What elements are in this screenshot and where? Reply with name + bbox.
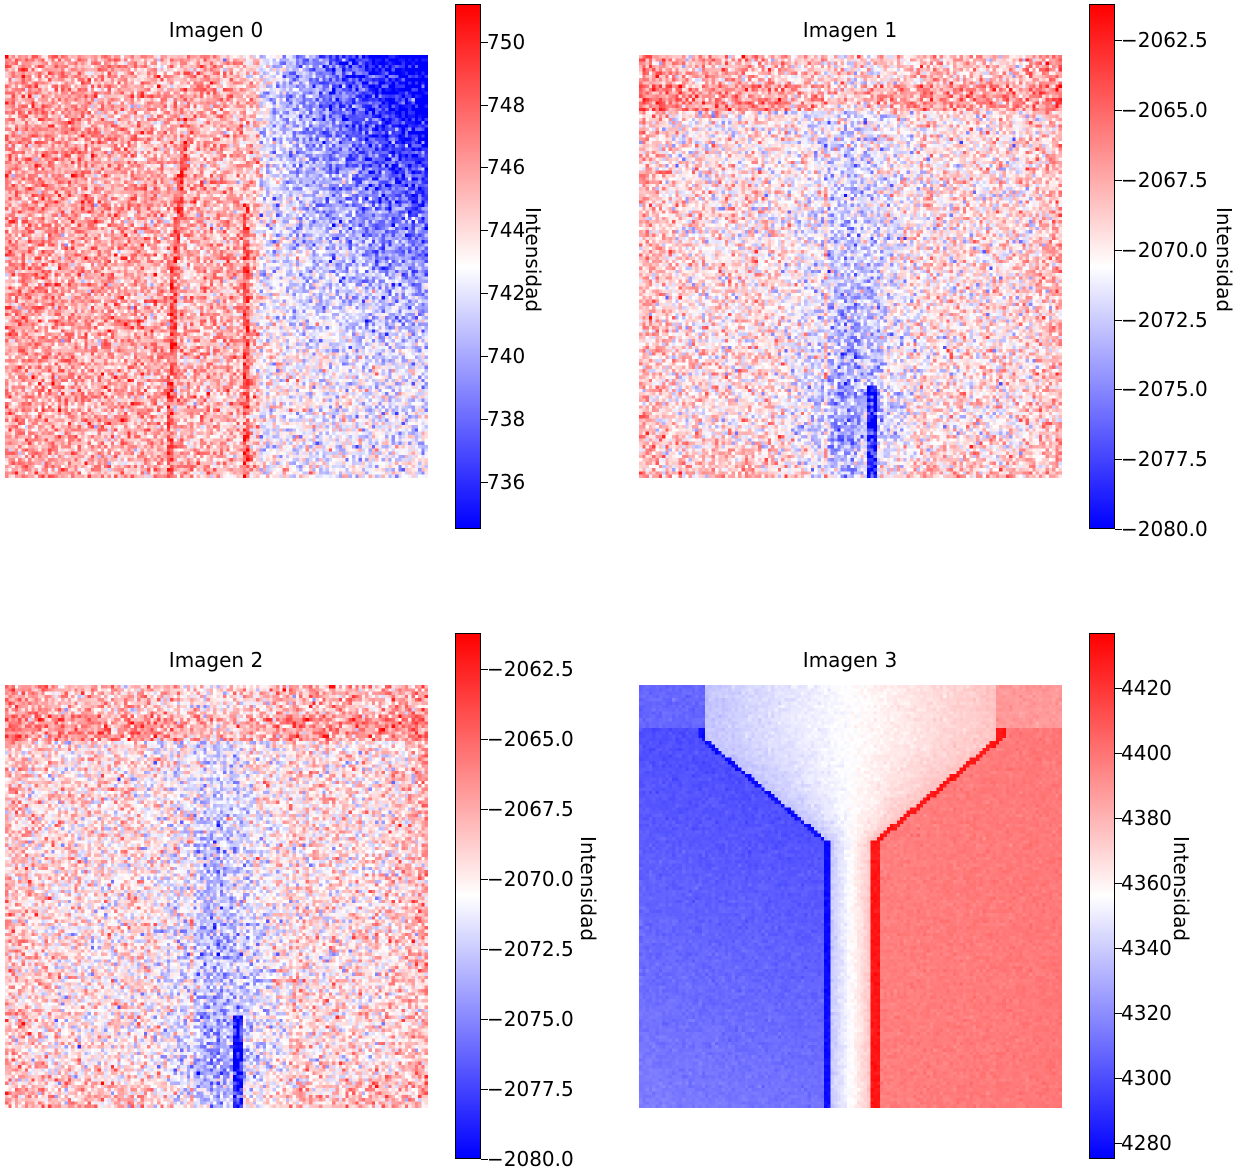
- colorbar-tick: [1115, 459, 1122, 460]
- colorbar-tick-label: −2075.0: [1121, 377, 1208, 401]
- colorbar-tick: [481, 293, 488, 294]
- colorbar-tick-label: 4380: [1121, 806, 1172, 830]
- colorbar-tick: [1115, 883, 1122, 884]
- panel-title: Imagen 3: [802, 648, 898, 672]
- colorbar-tick-label: −2077.5: [487, 1077, 574, 1101]
- colorbar-tick: [1115, 250, 1122, 251]
- colorbar-tick: [1115, 529, 1122, 530]
- colorbar-tick-label: −2072.5: [487, 937, 574, 961]
- colorbar-tick-label: −2080.0: [1121, 517, 1208, 541]
- panel-title: Imagen 2: [168, 648, 264, 672]
- colorbar-tick-label: 746: [487, 155, 526, 179]
- colorbar-tick: [481, 1089, 488, 1090]
- colorbar-tick-label: −2077.5: [1121, 447, 1208, 471]
- heatmap-image: [639, 685, 1062, 1108]
- colorbar-tick: [1115, 1078, 1122, 1079]
- colorbar-tick-label: 4420: [1121, 676, 1172, 700]
- colorbar-tick: [481, 1019, 488, 1020]
- colorbar-tick: [481, 669, 488, 670]
- colorbar-tick: [1115, 1013, 1122, 1014]
- colorbar-tick-label: 738: [487, 407, 526, 431]
- colorbar-tick: [1115, 818, 1122, 819]
- colorbar-tick: [1115, 110, 1122, 111]
- colorbar-tick-label: −2067.5: [1121, 168, 1208, 192]
- colorbar-tick-label: 736: [487, 470, 526, 494]
- colorbar-tick-label: −2070.0: [1121, 238, 1208, 262]
- colorbar-tick: [481, 42, 488, 43]
- colorbar-tick: [481, 739, 488, 740]
- colorbar-tick: [1115, 180, 1122, 181]
- colorbar-tick: [481, 482, 488, 483]
- colorbar-tick: [481, 230, 488, 231]
- colorbar-tick: [481, 809, 488, 810]
- colorbar-tick-label: −2062.5: [1121, 28, 1208, 52]
- colorbar-tick: [1115, 320, 1122, 321]
- colorbar: [1089, 4, 1115, 529]
- heatmap-image: [5, 55, 428, 478]
- panel-title: Imagen 0: [168, 18, 264, 42]
- colorbar-tick-label: 4280: [1121, 1131, 1172, 1155]
- heatmap-image: [5, 685, 428, 1108]
- colorbar: [1089, 633, 1115, 1159]
- colorbar-tick-label: 748: [487, 93, 526, 117]
- colorbar-tick-label: 4320: [1121, 1001, 1172, 1025]
- colorbar-tick-label: 4400: [1121, 741, 1172, 765]
- colorbar-tick-label: 750: [487, 30, 526, 54]
- colorbar-tick-label: −2080.0: [487, 1147, 574, 1171]
- colorbar-tick-label: −2070.0: [487, 867, 574, 891]
- colorbar-tick: [1115, 1143, 1122, 1144]
- colorbar-tick-label: −2072.5: [1121, 308, 1208, 332]
- colorbar-label: Intensidad: [576, 836, 600, 942]
- colorbar-tick-label: −2062.5: [487, 657, 574, 681]
- colorbar-tick-label: −2075.0: [487, 1007, 574, 1031]
- colorbar-tick: [481, 167, 488, 168]
- colorbar: [455, 4, 481, 529]
- colorbar-tick-label: 4340: [1121, 936, 1172, 960]
- colorbar-tick: [1115, 688, 1122, 689]
- colorbar-tick-label: −2067.5: [487, 797, 574, 821]
- colorbar-tick-label: 744: [487, 218, 526, 242]
- colorbar-tick-label: 740: [487, 344, 526, 368]
- colorbar-tick: [1115, 40, 1122, 41]
- colorbar-label: Intensidad: [1212, 207, 1234, 313]
- colorbar-tick: [481, 105, 488, 106]
- colorbar-tick-label: −2065.0: [1121, 98, 1208, 122]
- colorbar: [455, 633, 481, 1159]
- colorbar-tick: [481, 879, 488, 880]
- colorbar-label: Intensidad: [521, 207, 545, 313]
- colorbar-tick: [1115, 389, 1122, 390]
- colorbar-tick: [481, 356, 488, 357]
- colorbar-tick: [1115, 753, 1122, 754]
- colorbar-tick: [481, 419, 488, 420]
- colorbar-label: Intensidad: [1169, 836, 1193, 942]
- colorbar-tick: [481, 949, 488, 950]
- heatmap-image: [639, 55, 1062, 478]
- colorbar-tick-label: 4300: [1121, 1066, 1172, 1090]
- colorbar-tick: [481, 1159, 488, 1160]
- colorbar-tick-label: 4360: [1121, 871, 1172, 895]
- panel-title: Imagen 1: [802, 18, 898, 42]
- colorbar-tick-label: −2065.0: [487, 727, 574, 751]
- colorbar-tick: [1115, 948, 1122, 949]
- colorbar-tick-label: 742: [487, 281, 526, 305]
